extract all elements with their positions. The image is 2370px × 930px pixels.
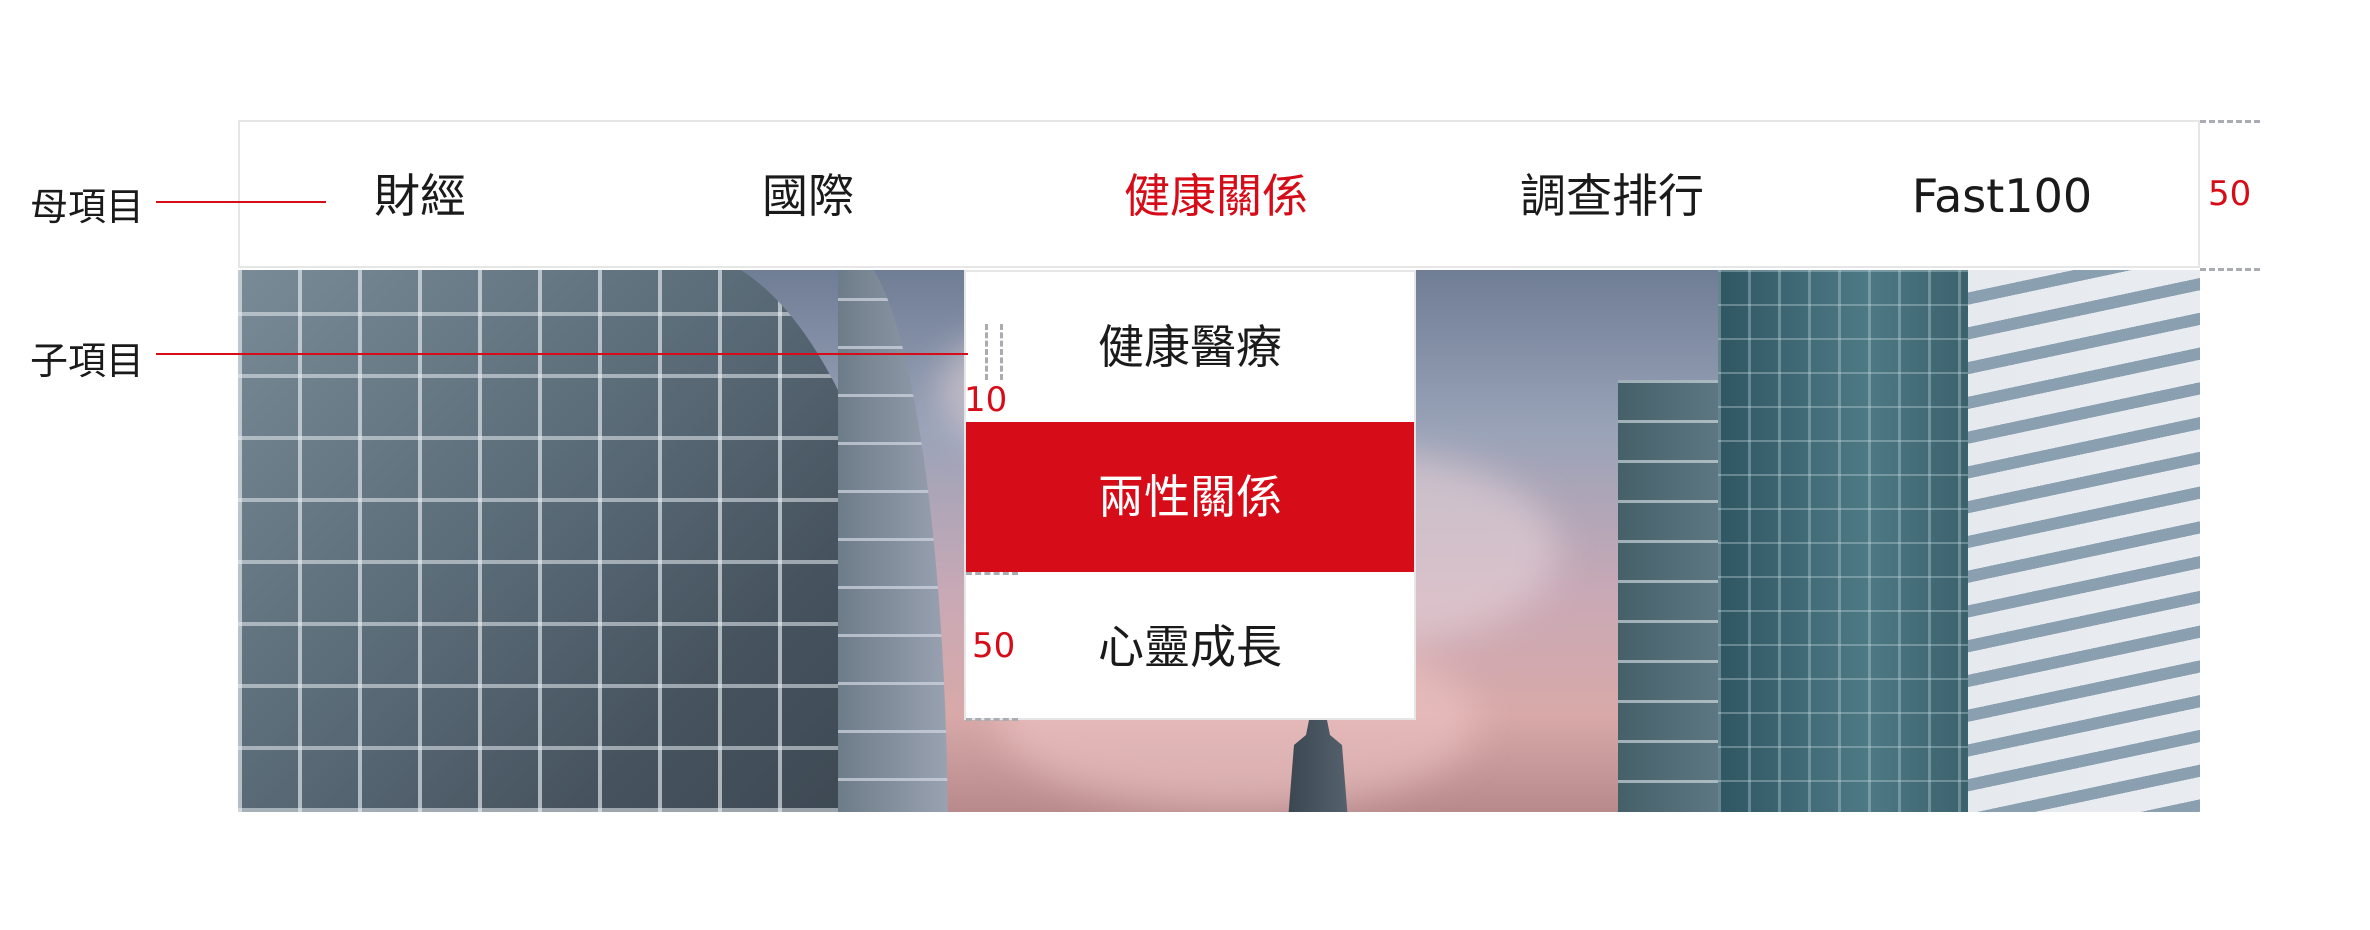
item-guide-bottom: [966, 718, 1018, 721]
dimension-item-height: 50: [972, 626, 1016, 666]
nav-item-finance[interactable]: 財經: [374, 169, 466, 223]
building-left: [238, 270, 928, 812]
main-nav-bar: 財經 國際 健康關係 調查排行 Fast100: [238, 120, 2200, 268]
annotation-parent-label: 母項目: [30, 185, 145, 229]
dimension-guide-top: [2200, 120, 2260, 123]
building-right-striped: [1968, 270, 2200, 812]
submenu-item-health-care[interactable]: 健康醫療: [1098, 320, 1282, 374]
dimension-guide-bottom: [2200, 268, 2260, 271]
annotation-parent-line: [156, 201, 326, 203]
dimension-padding: 10: [964, 380, 1008, 420]
annotation-child-line: [156, 353, 968, 355]
submenu-dropdown: 健康醫療 兩性關係 心靈成長: [964, 270, 1416, 720]
submenu-item-spiritual-growth[interactable]: 心靈成長: [1098, 620, 1282, 674]
nav-item-survey-rankings[interactable]: 調查排行: [1520, 169, 1704, 223]
nav-item-fast100[interactable]: Fast100: [1911, 169, 2093, 223]
padding-guide-right: [1000, 324, 1003, 380]
submenu-item-gender-relations[interactable]: 兩性關係: [966, 422, 1414, 572]
nav-item-international[interactable]: 國際: [762, 169, 854, 223]
nav-item-health-relations[interactable]: 健康關係: [1124, 169, 1308, 223]
building-left-edge: [838, 270, 948, 812]
item-guide-top: [966, 572, 1018, 575]
annotation-child-label: 子項目: [30, 339, 145, 383]
dimension-nav-height: 50: [2208, 174, 2252, 214]
padding-guide-left: [985, 324, 988, 380]
